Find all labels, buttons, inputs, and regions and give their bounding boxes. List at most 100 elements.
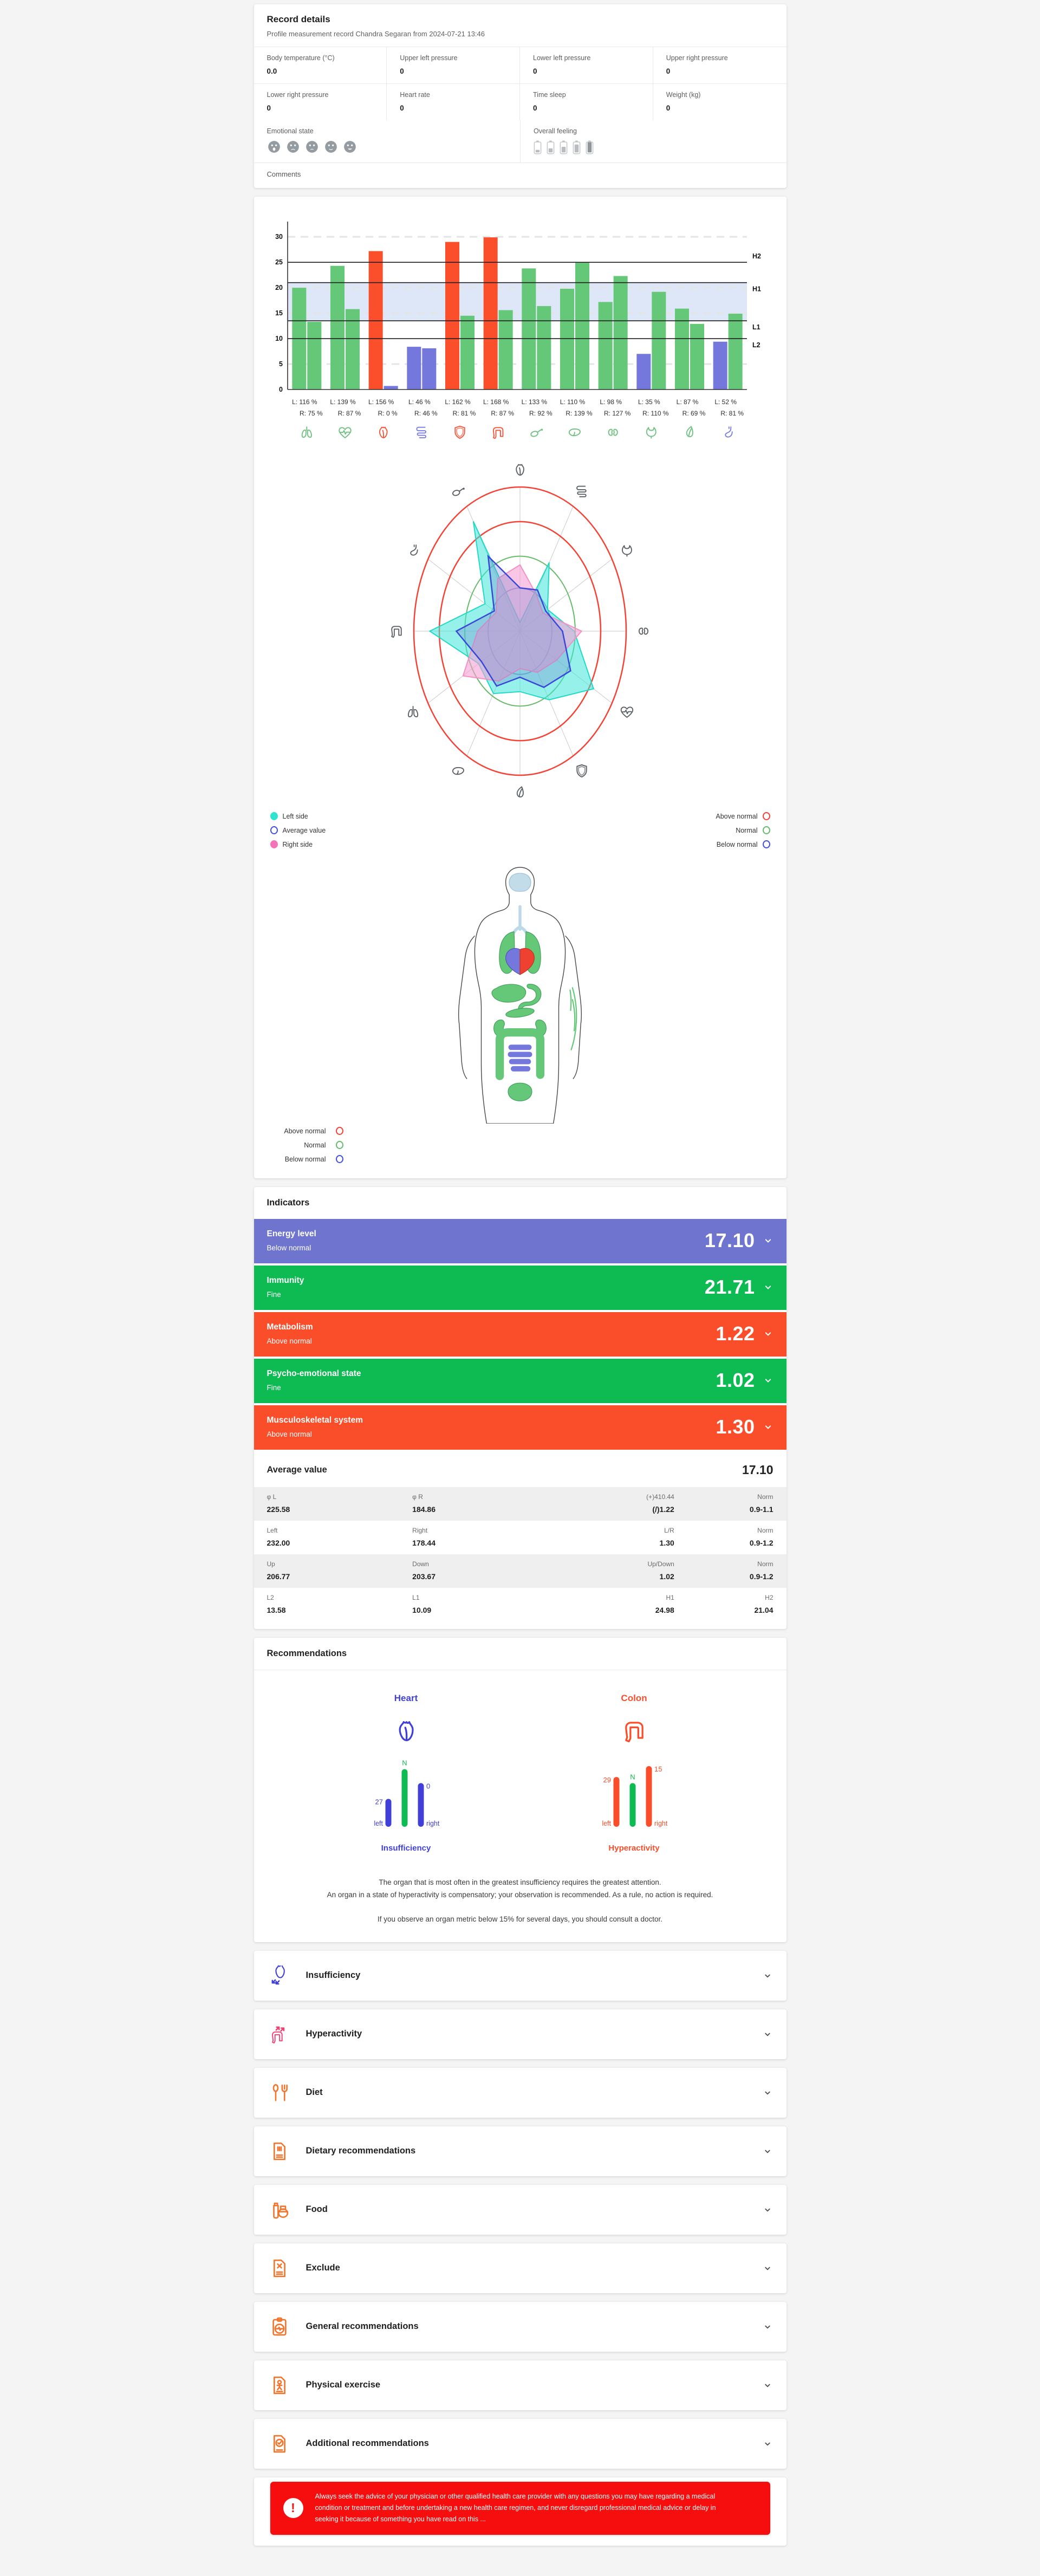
accordion-label: Insufficiency — [306, 1970, 361, 1981]
accordion-diet[interactable]: Diet — [253, 2067, 786, 2118]
cell-value: 232.00 — [266, 1539, 290, 1547]
chevron-down-icon[interactable] — [763, 2439, 772, 2449]
comments-field[interactable]: Comments — [253, 163, 786, 188]
bar-right-immune-system — [460, 315, 474, 390]
accordion-additional-recommendations[interactable]: Additional recommendations — [253, 2418, 786, 2469]
accordion-insufficiency[interactable]: Insufficiency — [253, 1950, 786, 2001]
radar-axis-heart-icon — [515, 464, 524, 476]
field-label: Weight (kg) — [666, 91, 701, 99]
cell-value: 203.67 — [412, 1572, 435, 1581]
accordion-general-recommendations[interactable]: General recommendations — [253, 2301, 786, 2352]
field-value: 0 — [533, 104, 537, 112]
indicator-status: Fine — [266, 1290, 281, 1299]
average-table-cell: φ R 184.86 — [412, 1493, 558, 1514]
svg-text:right: right — [654, 1820, 668, 1827]
svg-text:L: 139 %: L: 139 % — [330, 398, 356, 406]
emotional-state-field: Emotional state — [254, 120, 521, 163]
accordion-physical-exercise[interactable]: Physical exercise — [253, 2360, 786, 2410]
overall-feeling-rating — [534, 140, 774, 154]
accordion-label: Physical exercise — [306, 2380, 381, 2390]
svg-text:L1: L1 — [752, 323, 760, 331]
battery-level-2-icon — [547, 140, 555, 154]
accordion-exclude[interactable]: Exclude — [253, 2243, 786, 2293]
accordion-dietary-recommendations[interactable]: Dietary recommendations — [253, 2126, 786, 2176]
accordion-label: General recommendations — [306, 2321, 419, 2332]
bar-right-pancreas — [536, 306, 551, 390]
chevron-down-icon[interactable] — [763, 1971, 772, 1981]
indicator-row-psycho-emotional-state[interactable]: Psycho-emotional state Fine 1.02 — [253, 1359, 786, 1403]
svg-text:29: 29 — [603, 1776, 610, 1784]
chevron-down-icon[interactable] — [763, 1422, 774, 1432]
record-field: Upper left pressure 0 — [387, 47, 520, 84]
organ-bar-chart: 0 5 10 15 20 25 30 L: 116 % R: 75 % L: 139 % R: 87… — [254, 211, 786, 450]
overall-feeling-label: Overall feeling — [534, 127, 577, 135]
indicator-status: Below normal — [266, 1244, 311, 1252]
record-field: Time sleep 0 — [520, 84, 653, 120]
note-paragraph: If you observe an organ metric below 15%… — [377, 1915, 663, 1923]
svg-text:H1: H1 — [752, 285, 761, 293]
chevron-down-icon[interactable] — [763, 1235, 774, 1246]
chevron-down-icon[interactable] — [763, 2322, 772, 2332]
cell-label: Down — [412, 1560, 429, 1568]
record-details-card: Record details Profile measurement recor… — [253, 4, 786, 188]
indicator-row-immunity[interactable]: Immunity Fine 21.71 — [253, 1266, 786, 1310]
accordion-food[interactable]: Food — [253, 2184, 786, 2235]
radar-axis-cardiovascular-icon — [620, 706, 633, 718]
chevron-down-icon[interactable] — [763, 1328, 774, 1339]
radar-axis-kidneys-icon — [638, 627, 648, 635]
svg-text:R: 87 %: R: 87 % — [337, 410, 361, 417]
chevron-down-icon[interactable] — [763, 2205, 772, 2215]
immune-system-icon — [454, 425, 465, 439]
indicator-row-metabolism[interactable]: Metabolism Above normal 1.22 — [253, 1312, 786, 1357]
chevron-down-icon[interactable] — [763, 1282, 774, 1293]
indicator-row-musculoskeletal-system[interactable]: Musculoskeletal system Above normal 1.30 — [253, 1405, 786, 1450]
chevron-down-icon[interactable] — [763, 2146, 772, 2156]
charts-card: 0 5 10 15 20 25 30 L: 116 % R: 75 % L: 139 % R: 87… — [253, 197, 786, 1178]
indicator-status: Fine — [266, 1384, 281, 1392]
radar-right-side-polygon — [461, 564, 582, 682]
svg-text:R: 81 %: R: 81 % — [720, 410, 744, 417]
indicator-row-energy-level[interactable]: Energy level Below normal 17.10 — [253, 1219, 786, 1263]
cell-value: 13.58 — [266, 1606, 286, 1614]
average-value-label: Average value — [266, 1465, 327, 1475]
chevron-down-icon[interactable] — [763, 1375, 774, 1386]
alert-icon: ! — [283, 2498, 303, 2519]
indicator-value: 1.30 — [716, 1416, 755, 1438]
bar-chart-svg: 0 5 10 15 20 25 30 L: 116 % R: 75 % L: 139 % R: 87… — [275, 222, 761, 439]
radar-legend: Left side Average value Right side Above n… — [254, 812, 786, 848]
bar-left-stomach — [713, 341, 727, 390]
field-value: 0 — [400, 104, 404, 112]
bar-left-liver — [560, 289, 574, 390]
bar-right-cardiovascular — [345, 309, 360, 390]
svg-text:L: 162 %: L: 162 % — [445, 398, 471, 406]
accordion-hyperactivity[interactable]: Hyperactivity — [253, 2009, 786, 2059]
svg-text:R: 139 %: R: 139 % — [566, 410, 593, 417]
svg-text:right: right — [426, 1820, 440, 1827]
record-field: Weight (kg) 0 — [653, 84, 786, 120]
gallbladder-icon — [686, 426, 693, 437]
bar-right-intestine — [421, 348, 436, 390]
radar-axis-pancreas-icon — [452, 488, 465, 496]
average-table-cell: Norm 0.9-1.2 — [674, 1560, 774, 1581]
chevron-down-icon[interactable] — [763, 2088, 772, 2098]
legend-dot-icon — [270, 840, 278, 848]
cell-value: 21.04 — [754, 1606, 774, 1614]
chevron-down-icon[interactable] — [763, 2263, 772, 2273]
emotional-state-label: Emotional state — [266, 127, 314, 135]
svg-text:L: 110 %: L: 110 % — [560, 398, 585, 406]
heart-icon — [379, 426, 387, 438]
legend-item: Normal — [270, 1141, 343, 1149]
field-label: Body temperature (°C) — [266, 54, 335, 62]
battery-level-3-icon — [560, 140, 568, 154]
field-label: Time sleep — [533, 91, 566, 99]
svg-text:R: 81 %: R: 81 % — [452, 410, 476, 417]
chevron-down-icon[interactable] — [763, 2380, 772, 2390]
legend-item: Above normal — [270, 1127, 343, 1135]
indicator-value-wrap: 21.71 — [705, 1276, 774, 1299]
record-field: Heart rate 0 — [387, 84, 520, 120]
indicator-value: 21.71 — [704, 1276, 755, 1298]
chevron-down-icon[interactable] — [763, 2029, 772, 2039]
cell-label: Up/Down — [647, 1560, 674, 1568]
organ-name: Heart — [394, 1693, 418, 1703]
cell-value: 206.77 — [266, 1572, 290, 1581]
